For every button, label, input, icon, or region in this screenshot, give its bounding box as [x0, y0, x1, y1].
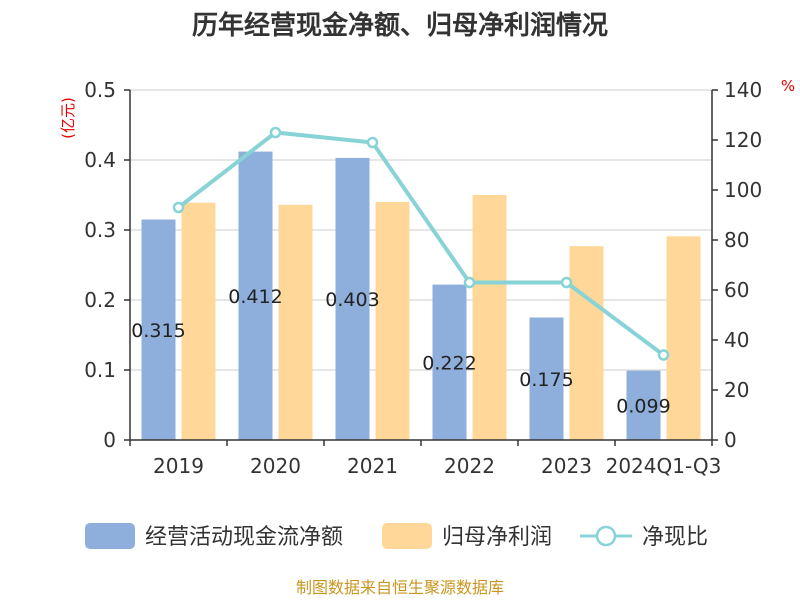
cashflow-bar: [529, 317, 564, 440]
axes: 0 0.1 0.2 0.3 0.4 0.5 0 20 40 60 80 100 120 140 2019 20…: [84, 78, 762, 478]
bars: [141, 151, 701, 440]
x-tick-label: 2021: [347, 454, 398, 478]
left-tick-label: 0.1: [84, 358, 116, 382]
left-tick-label: 0.4: [84, 148, 116, 172]
ratio-point: [560, 276, 573, 289]
left-tick-label: 0.3: [84, 218, 116, 242]
left-tick-label: 0: [103, 428, 116, 452]
netprofit-bar: [278, 204, 313, 440]
legend-marker-ratio: [595, 525, 617, 547]
right-tick-label: 100: [724, 178, 762, 202]
cashflow-data-label: 0.412: [228, 286, 282, 308]
data-labels: 0.315 0.412 0.403 0.222 0.175 0.099: [131, 286, 670, 418]
cashflow-data-label: 0.222: [422, 352, 476, 374]
netprofit-bar: [181, 202, 216, 440]
cashflow-data-label: 0.315: [131, 320, 185, 342]
netprofit-bar: [666, 236, 701, 440]
ratio-point: [269, 126, 282, 139]
left-axis-unit: (亿元): [59, 97, 77, 139]
legend-swatch-netprofit: [382, 523, 432, 549]
grid: [130, 89, 712, 441]
left-tick-label: 0.2: [84, 288, 116, 312]
ratio-line: [172, 126, 670, 361]
netprofit-bar: [569, 246, 604, 440]
x-tick-label: 2023: [541, 454, 592, 478]
right-tick-label: 0: [724, 428, 737, 452]
cashflow-bar: [141, 219, 176, 440]
x-tick-label: 2019: [153, 454, 204, 478]
cashflow-bar: [626, 370, 661, 440]
cashflow-data-label: 0.403: [325, 289, 379, 311]
ratio-point: [366, 136, 379, 149]
x-tick-label: 2024Q1-Q3: [606, 454, 722, 478]
legend-swatch-cashflow: [85, 523, 135, 549]
right-axis-unit: %: [781, 77, 795, 95]
ratio-point: [463, 276, 476, 289]
right-tick-label: 80: [724, 228, 749, 252]
ratio-point: [657, 349, 670, 361]
x-tick-label: 2022: [444, 454, 495, 478]
netprofit-bar: [375, 202, 410, 440]
right-tick-label: 120: [724, 128, 762, 152]
right-tick-label: 40: [724, 328, 749, 352]
right-tick-label: 60: [724, 278, 749, 302]
chart-title: 历年经营现金净额、归母净利润情况: [192, 10, 608, 41]
left-tick-label: 0.5: [84, 78, 116, 102]
legend: 经营活动现金流净额 归母净利润 净现比: [85, 523, 708, 550]
legend-label-ratio: 净现比: [642, 525, 708, 550]
netprofit-bar: [472, 195, 507, 440]
ratio-point: [172, 201, 185, 214]
cashflow-bar: [335, 157, 370, 440]
right-tick-label: 20: [724, 378, 749, 402]
cashflow-bar: [432, 284, 467, 440]
cashflow-data-label: 0.175: [519, 369, 573, 391]
right-tick-label: 140: [724, 78, 762, 102]
legend-label-cashflow: 经营活动现金流净额: [145, 525, 343, 550]
cashflow-data-label: 0.099: [616, 395, 670, 417]
source-note: 制图数据来自恒生聚源数据库: [296, 578, 504, 597]
x-tick-label: 2020: [250, 454, 301, 478]
ratio-line-path: [177, 130, 665, 357]
cashflow-bar: [238, 151, 273, 440]
legend-label-netprofit: 归母净利润: [442, 525, 552, 550]
